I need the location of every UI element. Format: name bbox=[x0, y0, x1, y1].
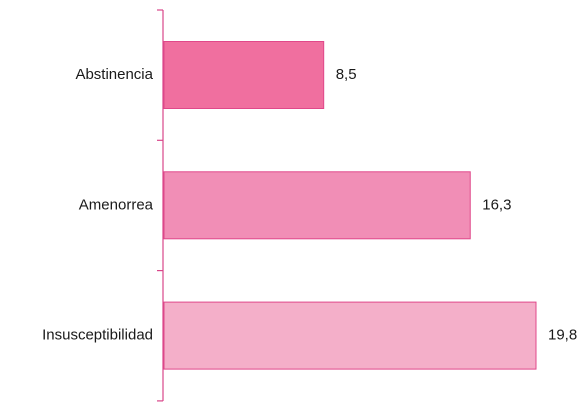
labels: Abstinencia 8,5 Amenorrea 16,3 Insusceptibil… bbox=[42, 66, 577, 344]
y-axis bbox=[157, 9, 164, 402]
bars bbox=[163, 41, 537, 370]
data-label: 8,5 bbox=[336, 66, 357, 83]
data-label: 16,3 bbox=[482, 196, 511, 213]
category-label: Insusceptibilidad bbox=[42, 327, 153, 344]
category-label: Amenorrea bbox=[79, 196, 154, 213]
bar bbox=[163, 301, 537, 370]
data-label: 19,8 bbox=[548, 327, 577, 344]
category-label: Abstinencia bbox=[75, 66, 153, 83]
bar bbox=[163, 41, 325, 109]
bar bbox=[163, 171, 471, 240]
